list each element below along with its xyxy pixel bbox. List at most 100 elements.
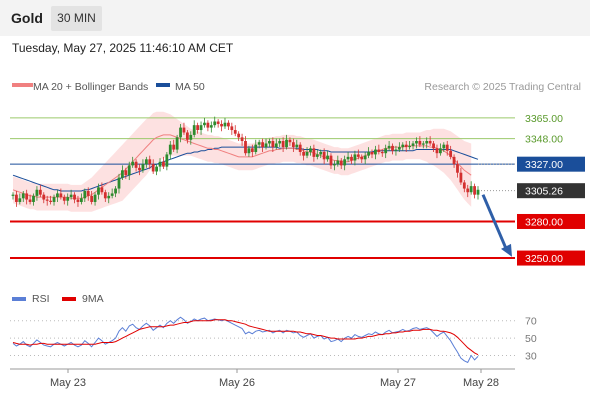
candle-body	[356, 154, 360, 157]
rsi-series-RSI	[12, 316, 479, 364]
x-axis-ticks: May 23 May 26 May 27 May 28	[50, 369, 499, 389]
candle-body	[216, 121, 220, 124]
candle-body	[162, 161, 165, 167]
candle-body	[28, 199, 32, 202]
price-tag-bg	[517, 156, 585, 172]
candle-body	[466, 188, 470, 193]
candle-body	[397, 147, 401, 150]
candle-body	[456, 164, 459, 173]
x-tick-label: May 27	[380, 377, 416, 389]
candle-body	[45, 199, 49, 201]
candle-body	[165, 154, 169, 167]
candle-body	[319, 151, 323, 155]
candle-body	[411, 143, 415, 146]
ma20-legend-swatch	[12, 83, 33, 87]
candle-body	[25, 193, 29, 200]
candle-body	[374, 149, 377, 155]
bollinger-band-area	[13, 111, 472, 212]
candle-body	[288, 139, 292, 143]
candle-body	[302, 151, 306, 156]
candle-body	[227, 122, 230, 127]
candle-body	[141, 164, 145, 171]
ma50-legend-label: MA 50	[175, 81, 205, 93]
candle-body	[189, 134, 193, 140]
rsi-tick-50: 50	[525, 333, 537, 345]
forecast-arrow	[481, 194, 512, 257]
candle-body	[274, 143, 278, 148]
candle-body	[76, 199, 80, 202]
price-tag-bg	[517, 183, 585, 199]
candle-body	[79, 198, 83, 202]
candle-body	[73, 194, 76, 200]
candle-body	[377, 149, 381, 152]
candle-body	[196, 125, 200, 131]
candle-body	[66, 197, 70, 201]
candle-body	[148, 159, 152, 165]
candle-body	[339, 160, 343, 166]
candle-body	[370, 151, 374, 155]
price-tag-3280.00: 3280.00	[525, 216, 563, 228]
candle-body	[326, 155, 329, 160]
candle-body	[254, 144, 258, 152]
candle-body	[21, 193, 25, 199]
candle-body	[192, 125, 196, 135]
candle-body	[131, 161, 135, 166]
candle-body	[121, 170, 124, 178]
candle-body	[387, 145, 391, 149]
candle-body	[199, 125, 203, 131]
candle-body	[291, 142, 295, 148]
candle-body	[114, 188, 117, 194]
candle-body	[435, 148, 439, 154]
candle-body	[322, 151, 326, 160]
candle-body	[261, 142, 264, 148]
timeframe-button[interactable]: 30 MIN	[51, 6, 102, 31]
candle-body	[268, 141, 271, 144]
candle-body	[421, 143, 425, 145]
candle-body	[220, 123, 223, 127]
candle-body	[442, 144, 446, 149]
candle-body	[244, 141, 247, 154]
price-tag-3250.00: 3250.00	[525, 253, 563, 265]
candle-body	[257, 142, 261, 145]
candle-body	[203, 122, 206, 126]
rsi-ma-legend-swatch	[62, 297, 76, 301]
candle-body	[237, 133, 241, 138]
candle-body	[432, 143, 435, 149]
candle-body	[247, 148, 251, 154]
candle-body	[449, 150, 453, 157]
candle-body	[86, 191, 90, 196]
candle-body	[62, 197, 66, 201]
candle-body	[343, 159, 347, 166]
candle-body	[230, 126, 234, 131]
candle-body	[59, 193, 63, 198]
candle-body	[223, 122, 227, 127]
candle-body	[168, 144, 172, 155]
candle-body	[32, 195, 35, 202]
candle-body	[151, 164, 155, 172]
price-tag-bg	[517, 213, 585, 229]
candle-body	[15, 194, 18, 202]
candle-body	[90, 195, 94, 202]
price-tag-3348.00: 3348.00	[525, 134, 563, 146]
candle-body	[315, 154, 319, 157]
candle-body	[69, 194, 73, 198]
candle-body	[469, 186, 473, 193]
candle-body	[425, 141, 429, 144]
candle-body	[52, 197, 56, 202]
candle-body	[250, 148, 254, 152]
candle-body	[182, 127, 186, 133]
candle-body	[278, 141, 282, 144]
rsi-legend-label: RSI	[32, 293, 50, 305]
rsi-panel: 30 50 70	[10, 316, 537, 364]
candle-body	[353, 154, 357, 161]
ma50-legend-swatch	[156, 83, 170, 87]
candle-body	[97, 187, 100, 195]
candle-body	[35, 189, 39, 196]
candle-body	[124, 170, 128, 176]
x-tick-label: May 26	[219, 377, 255, 389]
candles	[11, 116, 480, 207]
price-tag-3327.00: 3327.00	[525, 159, 563, 171]
candle-body	[462, 182, 466, 189]
rsi-series-9MA	[12, 319, 479, 356]
